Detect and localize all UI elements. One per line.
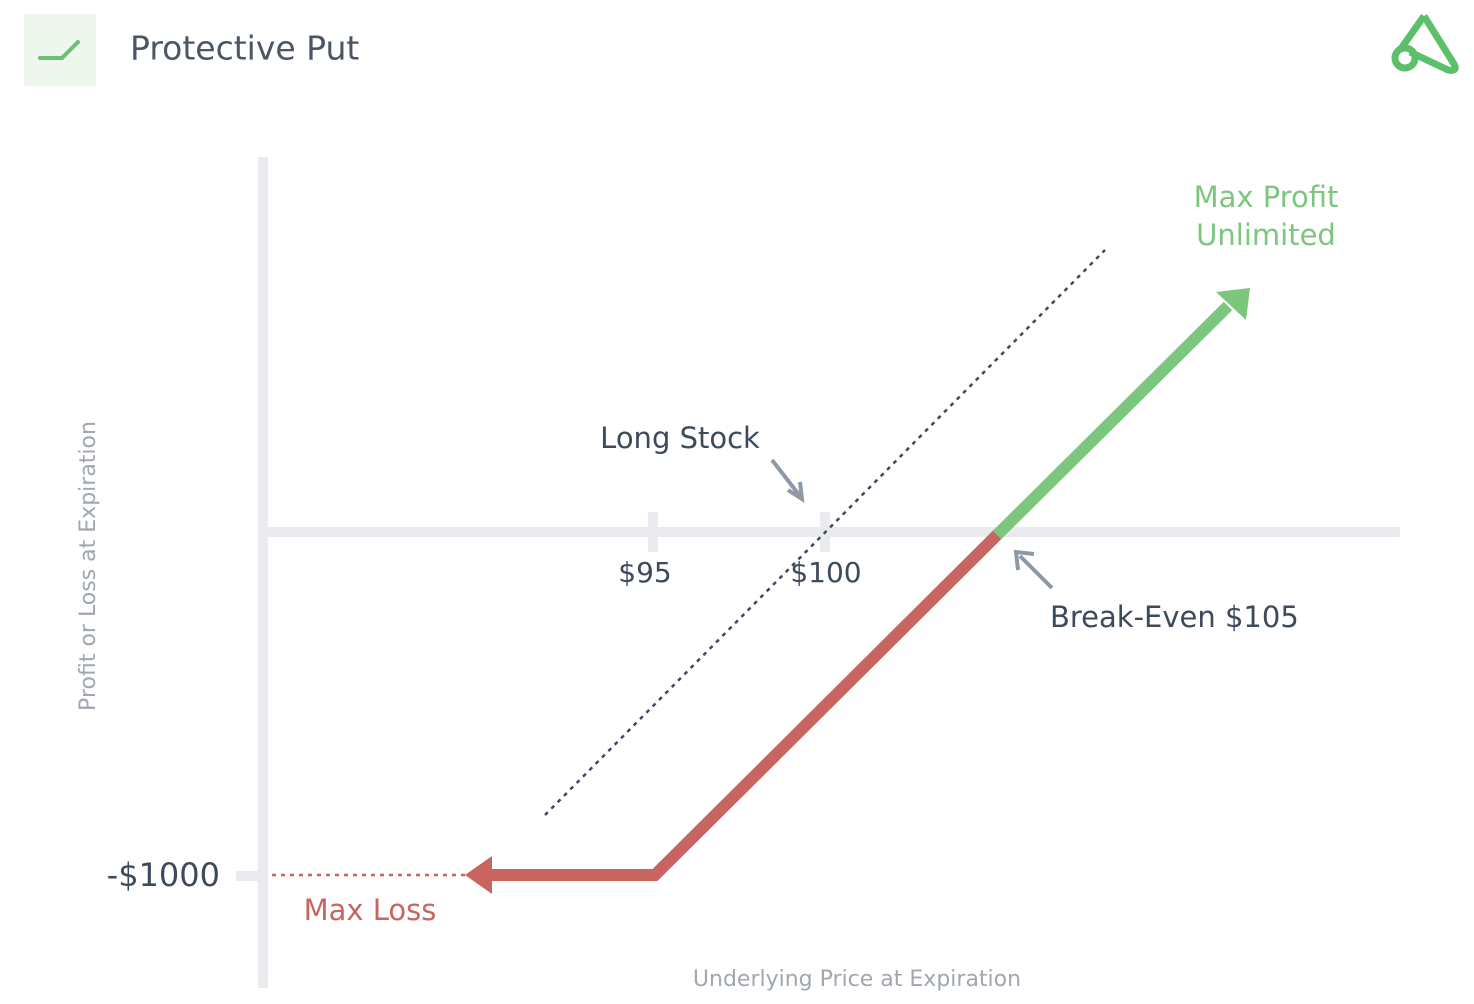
annotation: Unlimited (1196, 218, 1336, 252)
x-tick-label: $100 (790, 556, 861, 589)
logo (1391, 13, 1459, 74)
annotation: Max Profit (1194, 180, 1339, 214)
long-stock-line (544, 249, 1106, 816)
icon (38, 40, 80, 60)
x-axis-label: Underlying Price at Expiration (693, 967, 1021, 992)
annotation: Break-Even $105 (1050, 600, 1299, 634)
loss-segment (490, 527, 1005, 881)
title: Protective Put (130, 29, 359, 68)
x-tick-label: $95 (618, 556, 671, 589)
icon-box (24, 14, 96, 86)
annotation: Max Loss (304, 893, 437, 927)
y-axis-label: Profit or Loss at Expiration (76, 421, 101, 711)
annotation: Long Stock (600, 421, 760, 455)
profit-arrowhead (1216, 288, 1250, 320)
pointer (770, 458, 1054, 590)
y-tick-label: -$1000 (107, 856, 220, 894)
profit-segment (992, 301, 1233, 540)
loss-arrowhead (465, 856, 492, 894)
